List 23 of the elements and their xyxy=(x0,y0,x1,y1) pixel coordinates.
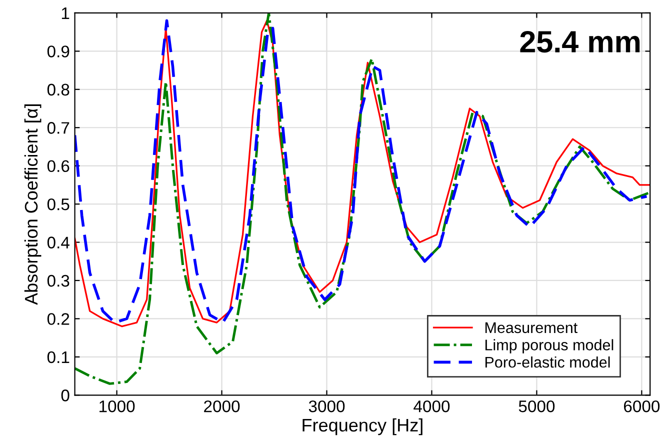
legend-label: Measurement xyxy=(485,322,578,334)
y-tick-label: 0.9 xyxy=(47,46,70,58)
x-tick-label: 2000 xyxy=(204,400,240,412)
y-tick-label: 0.3 xyxy=(47,274,70,287)
y-tick-label: 1 xyxy=(62,8,70,19)
y-tick-label: 0.4 xyxy=(47,236,70,248)
y-tick-label: 0 xyxy=(61,390,70,402)
y-tick-label: 0.8 xyxy=(47,84,70,96)
legend-label: Poro-elastic model xyxy=(485,356,610,368)
annotation: 25.4 mm xyxy=(520,30,640,53)
y-tick-label: 0.1 xyxy=(47,351,70,364)
x-axis-title: Frequency [Hz] xyxy=(302,418,422,436)
x-tick-label: 4000 xyxy=(414,400,450,412)
x-tick-label: 6000 xyxy=(624,400,660,412)
x-tick-label: 1000 xyxy=(100,400,135,412)
y-tick-label: 0.6 xyxy=(47,160,70,172)
y-tick-label: 0.7 xyxy=(47,122,70,134)
y-tick-label: 0.5 xyxy=(47,198,70,210)
y-tick-label: 0.2 xyxy=(47,313,70,325)
legend-label: Limp porous model xyxy=(485,339,614,354)
x-tick-label: 3000 xyxy=(308,400,345,412)
x-tick-label: 5000 xyxy=(518,400,555,412)
y-axis-title: Absorption Coefficient [α] xyxy=(24,104,42,305)
